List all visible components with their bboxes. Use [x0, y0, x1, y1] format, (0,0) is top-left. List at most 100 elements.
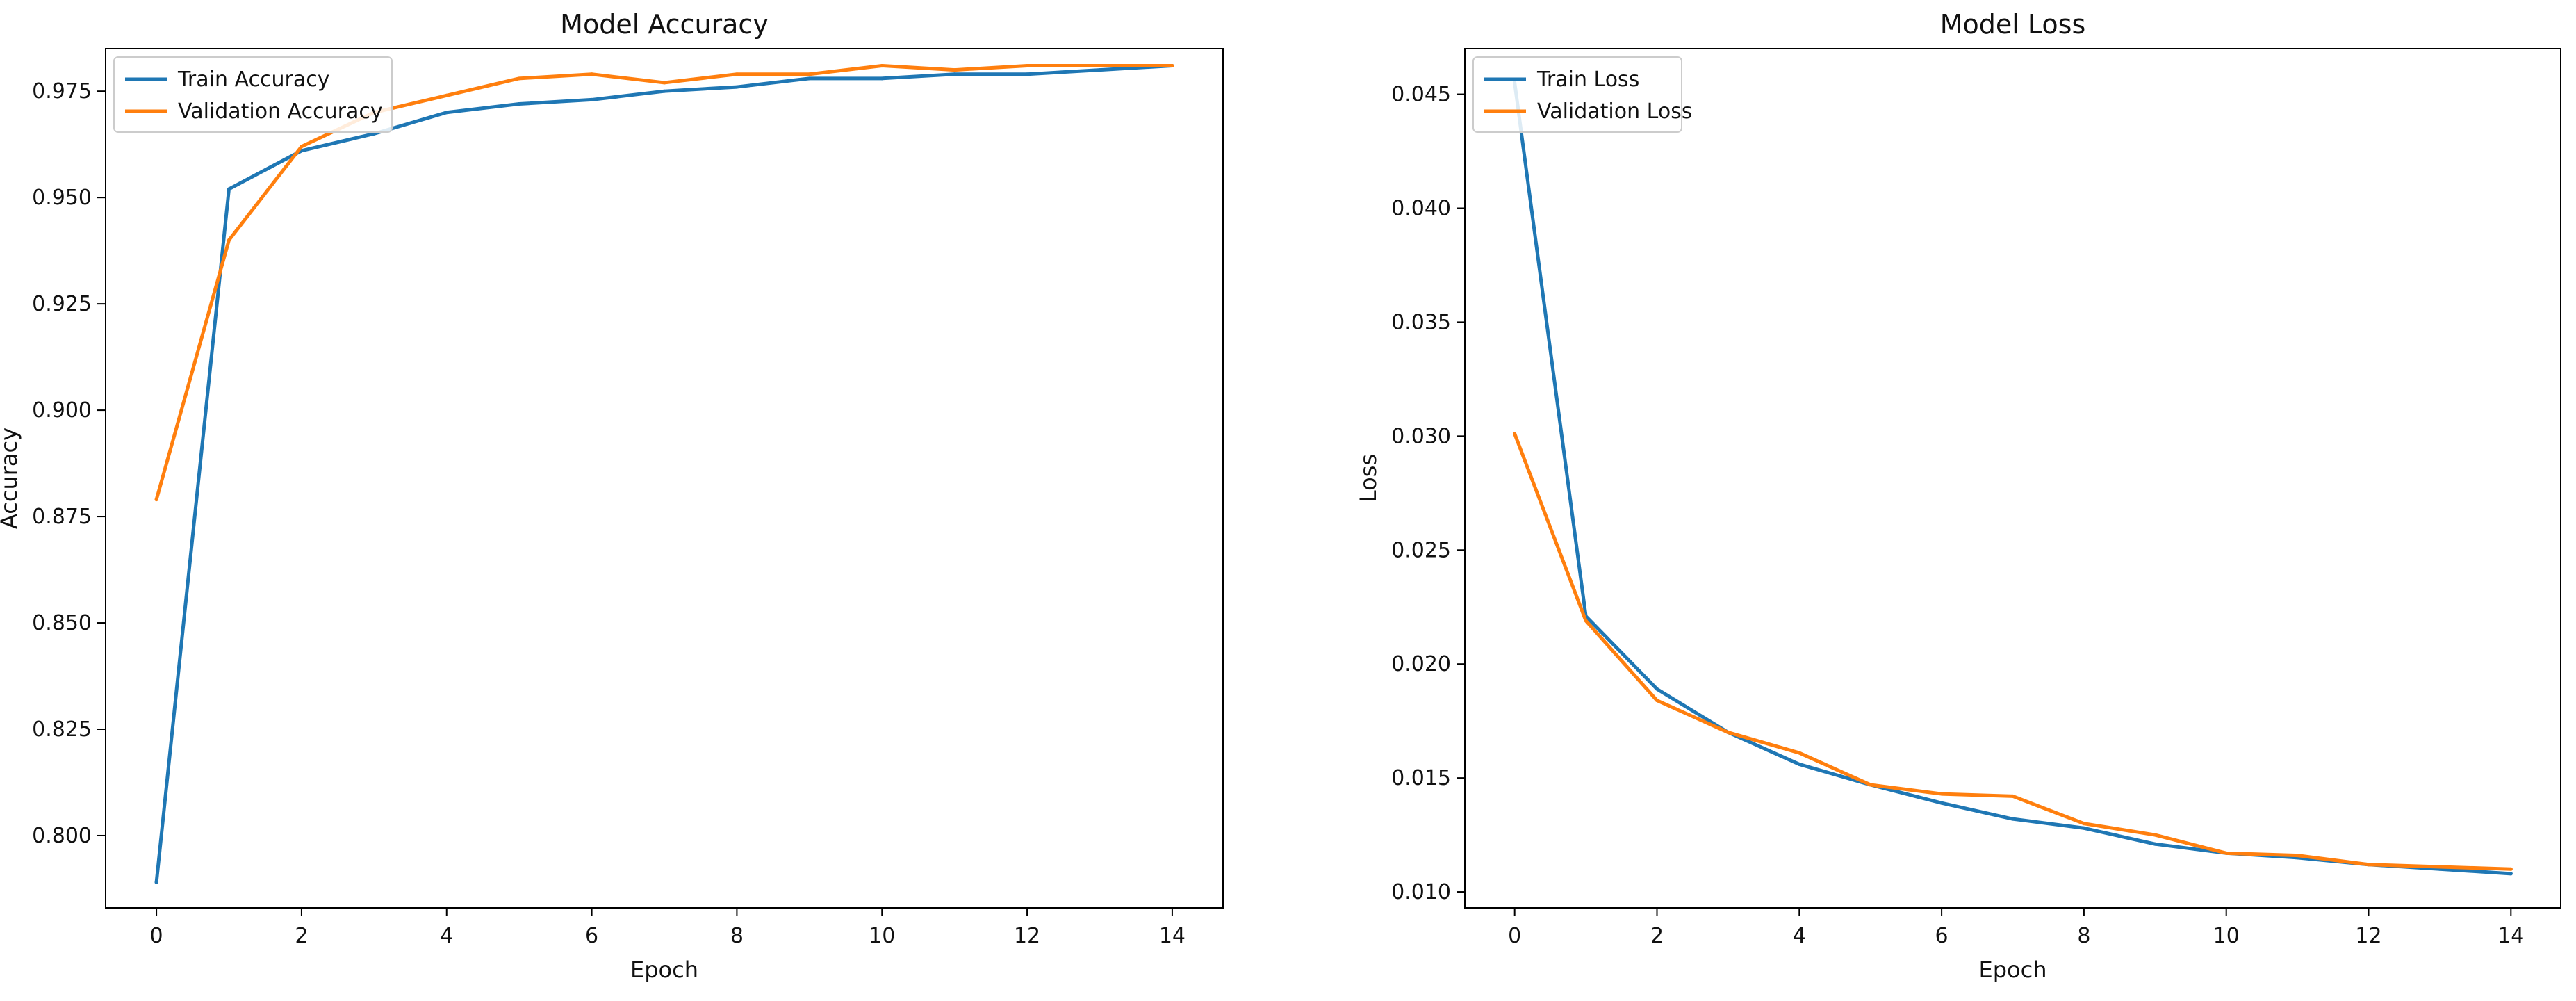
loss-series-train-point — [2153, 842, 2157, 846]
loss-series-train-point — [2011, 817, 2015, 821]
accuracy-series-train-point — [154, 880, 158, 884]
loss-x-tick-label: 6 — [1935, 924, 1949, 948]
loss-x-tick-label: 10 — [2213, 924, 2240, 948]
loss-series-validation-point — [1939, 792, 1944, 796]
accuracy-x-tick-label: 0 — [150, 924, 163, 948]
accuracy-series-train-point — [227, 187, 231, 191]
accuracy-series-validation-point — [300, 145, 304, 149]
accuracy-series-train-point — [517, 102, 521, 106]
loss-series-train-point — [1655, 687, 1659, 691]
accuracy-series-validation-point — [880, 63, 884, 67]
loss-x-axis-label: Epoch — [1979, 957, 2047, 983]
accuracy-series-validation-point — [1025, 63, 1029, 67]
loss-x-tick-label: 2 — [1650, 924, 1664, 948]
loss-series-validation-point — [2367, 863, 2371, 867]
accuracy-series-validation-point — [590, 72, 594, 76]
loss-y-tick-label: 0.020 — [1391, 652, 1451, 676]
accuracy-chart-title: Model Accuracy — [560, 9, 769, 40]
accuracy-y-tick-label: 0.875 — [32, 505, 92, 529]
loss-chart: Model Loss 0 2 4 6 8 10 12 14 0.010 0.015 0.020 0.02… — [1355, 9, 2561, 983]
accuracy-series-validation-point — [1170, 63, 1174, 67]
accuracy-y-tick-label: 0.825 — [32, 717, 92, 742]
accuracy-series-train-point — [372, 131, 376, 136]
accuracy-y-tick-label: 0.925 — [32, 292, 92, 316]
accuracy-series-train-line — [154, 63, 1174, 884]
accuracy-series-validation-point — [807, 72, 812, 76]
loss-y-axis-label: Loss — [1355, 454, 1381, 503]
accuracy-series-train-point — [807, 76, 812, 81]
accuracy-series-validation-point — [517, 76, 521, 81]
loss-y-tick-label: 0.040 — [1391, 196, 1451, 220]
loss-series-validation-point — [2082, 822, 2086, 826]
loss-series-validation-point — [2224, 851, 2229, 855]
accuracy-series-train-point — [953, 72, 957, 76]
accuracy-series-train-point — [1097, 68, 1101, 72]
accuracy-x-tick-label: 14 — [1159, 924, 1186, 948]
accuracy-series-train-point — [1025, 72, 1029, 76]
accuracy-series-train-point — [662, 89, 666, 93]
loss-x-tick-label: 12 — [2355, 924, 2381, 948]
accuracy-y-tick-label: 0.800 — [32, 824, 92, 848]
accuracy-legend — [113, 56, 393, 133]
loss-x-tick-label: 0 — [1508, 924, 1521, 948]
loss-series-validation-point — [2011, 794, 2015, 798]
loss-series-validation-point — [1869, 783, 1873, 787]
loss-series-train-point — [1939, 801, 1944, 805]
accuracy-x-tick-label: 10 — [869, 924, 895, 948]
accuracy-series-validation-point — [1097, 63, 1101, 67]
loss-series-validation-point — [2153, 833, 2157, 837]
accuracy-legend-label: Validation Accuracy — [178, 99, 383, 124]
loss-legend-label: Train Loss — [1536, 67, 1639, 92]
loss-series-train-point — [1797, 762, 1801, 766]
accuracy-y-tick-label: 0.975 — [32, 79, 92, 104]
loss-series-validation-point — [1513, 432, 1517, 436]
loss-plot-frame — [1464, 48, 2561, 909]
loss-series-validation-point — [1655, 699, 1659, 703]
accuracy-x-tick-label: 12 — [1014, 924, 1040, 948]
loss-series-train-point — [2509, 872, 2513, 876]
accuracy-x-axis-label: Epoch — [630, 957, 698, 983]
loss-x-tick-label: 14 — [2497, 924, 2524, 948]
loss-legend-label: Validation Loss — [1537, 99, 1692, 124]
accuracy-y-axis-label: Accuracy — [0, 428, 22, 529]
loss-series-train-line — [1513, 81, 2513, 876]
accuracy-x-tick-label: 4 — [440, 924, 453, 948]
accuracy-x-tick-label: 8 — [730, 924, 744, 948]
loss-series-validation-point — [2295, 854, 2299, 858]
accuracy-x-tick-label: 2 — [295, 924, 308, 948]
loss-y-tick-label: 0.010 — [1391, 880, 1451, 904]
loss-y-tick-label: 0.045 — [1391, 83, 1451, 107]
loss-series-train-point — [2082, 826, 2086, 830]
accuracy-x-tick-label: 6 — [585, 924, 598, 948]
accuracy-y-tick-label: 0.900 — [32, 398, 92, 423]
accuracy-chart: Model Accuracy 0 2 4 6 8 10 12 14 0.800 0.825 0.850… — [0, 9, 1224, 983]
loss-series-validation-point — [2438, 865, 2442, 869]
loss-x-tick-label: 4 — [1793, 924, 1806, 948]
loss-legend — [1472, 56, 1682, 133]
accuracy-series-train-point — [735, 85, 739, 89]
accuracy-series-validation-point — [953, 68, 957, 72]
loss-series-validation-point — [1726, 731, 1730, 735]
accuracy-series-train-point — [880, 76, 884, 81]
accuracy-series-train-point — [590, 97, 594, 101]
accuracy-series-validation-point — [227, 238, 231, 242]
accuracy-series-validation-point — [662, 81, 666, 85]
accuracy-legend-label: Train Accuracy — [177, 67, 329, 92]
loss-y-tick-label: 0.025 — [1391, 538, 1451, 562]
loss-x-tick-label: 8 — [2077, 924, 2090, 948]
accuracy-y-tick-label: 0.950 — [32, 186, 92, 210]
accuracy-series-validation-point — [735, 72, 739, 76]
accuracy-series-validation-point — [154, 498, 158, 502]
loss-series-validation-point — [2509, 867, 2513, 871]
accuracy-series-validation-point — [445, 93, 449, 97]
loss-chart-title: Model Loss — [1940, 9, 2086, 40]
accuracy-plot-frame — [105, 48, 1224, 909]
loss-series-validation-line — [1513, 432, 2513, 871]
accuracy-series-train-point — [445, 111, 449, 115]
loss-y-tick-label: 0.030 — [1391, 424, 1451, 448]
accuracy-y-tick-label: 0.850 — [32, 611, 92, 635]
loss-y-tick-label: 0.015 — [1391, 766, 1451, 790]
loss-series-validation-point — [1797, 751, 1801, 755]
loss-series-validation-point — [1584, 619, 1588, 623]
